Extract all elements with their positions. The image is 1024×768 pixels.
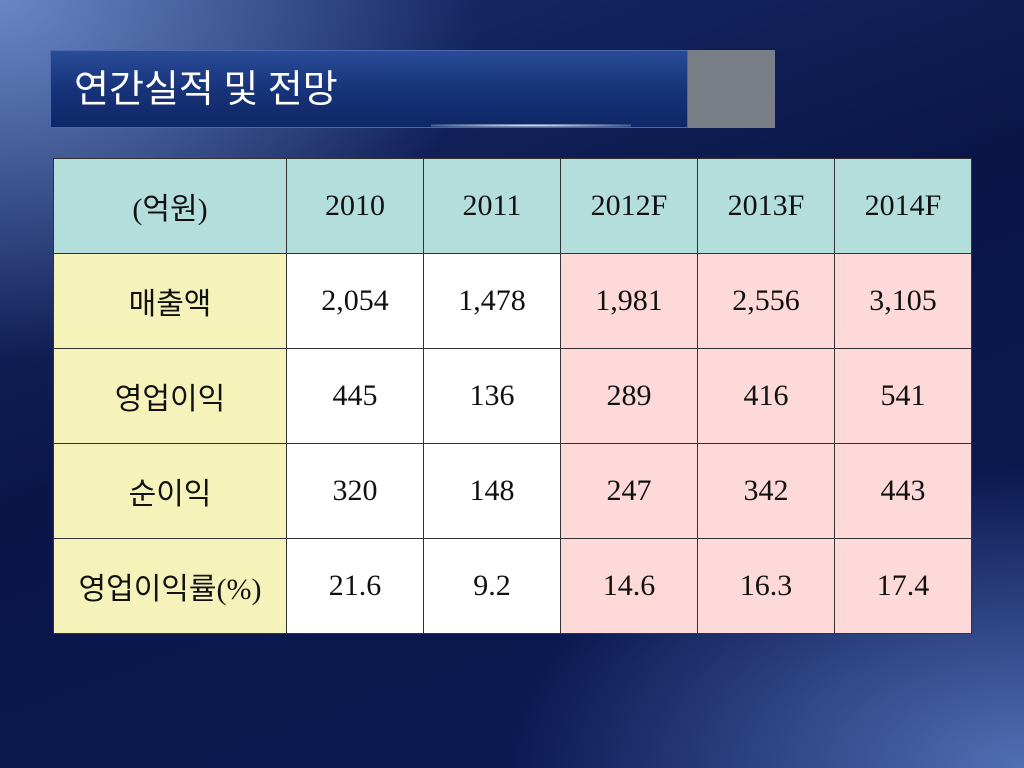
row-label: (억원) (53, 158, 287, 254)
table-cell: 148 (423, 443, 561, 539)
table-cell: 14.6 (560, 538, 698, 634)
table-cell: 3,105 (834, 253, 972, 349)
table-row: 매출액 2,054 1,478 1,981 2,556 3,105 (53, 253, 972, 349)
table-cell: 9.2 (423, 538, 561, 634)
table-cell: 320 (286, 443, 424, 539)
table-cell: 2010 (286, 158, 424, 254)
table-cell: 342 (697, 443, 835, 539)
table-cell: 289 (560, 348, 698, 444)
table-cell: 2012F (560, 158, 698, 254)
table-cell: 1,478 (423, 253, 561, 349)
table-cell: 2011 (423, 158, 561, 254)
table-row: 영업이익률(%) 21.6 9.2 14.6 16.3 17.4 (53, 538, 972, 634)
row-label: 영업이익률(%) (53, 538, 287, 634)
table-cell: 445 (286, 348, 424, 444)
table-cell: 21.6 (286, 538, 424, 634)
table-row: 영업이익 445 136 289 416 541 (53, 348, 972, 444)
title-accent (688, 50, 775, 128)
table-cell: 17.4 (834, 538, 972, 634)
table-cell: 16.3 (697, 538, 835, 634)
row-label: 영업이익 (53, 348, 287, 444)
table-cell: 443 (834, 443, 972, 539)
header-row: (억원) 2010 2011 2012F 2013F 2014F (53, 158, 972, 254)
table-cell: 2013F (697, 158, 835, 254)
table-cell: 1,981 (560, 253, 698, 349)
table-cell: 541 (834, 348, 972, 444)
table-cell: 2014F (834, 158, 972, 254)
table-cell: 416 (697, 348, 835, 444)
table-row: 순이익 320 148 247 342 443 (53, 443, 972, 539)
slide-title: 연간실적 및 전망 (74, 69, 338, 111)
row-label: 매출액 (53, 253, 287, 349)
table-cell: 2,054 (286, 253, 424, 349)
table-cell: 247 (560, 443, 698, 539)
table-cell: 136 (423, 348, 561, 444)
table-cell: 2,556 (697, 253, 835, 349)
results-table: (억원) 2010 2011 2012F 2013F 2014F 매출액 2,054 1,478… (53, 158, 972, 634)
row-label: 순이익 (53, 443, 287, 539)
title-bar (50, 50, 688, 128)
